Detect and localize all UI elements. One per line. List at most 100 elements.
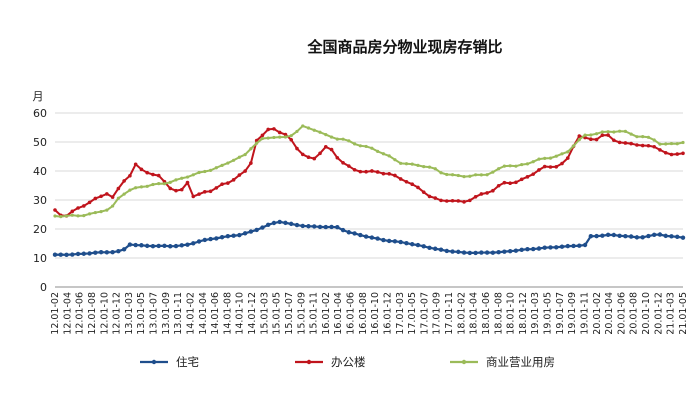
x-tick-label: 13.01-07 xyxy=(149,292,160,335)
data-point xyxy=(571,144,576,148)
data-point xyxy=(628,234,634,239)
data-point xyxy=(364,169,368,174)
data-point xyxy=(641,134,645,139)
data-point xyxy=(329,224,334,230)
data-point xyxy=(93,210,97,215)
x-tick-label: 17.01-09 xyxy=(432,292,443,335)
data-point xyxy=(306,224,311,229)
data-point xyxy=(156,173,161,178)
data-point xyxy=(82,204,86,208)
data-point xyxy=(473,173,478,177)
data-point xyxy=(277,219,282,225)
data-point xyxy=(513,248,519,253)
data-point xyxy=(559,244,565,249)
data-point xyxy=(398,239,403,245)
data-point xyxy=(376,149,380,153)
data-point xyxy=(294,222,300,228)
y-tick-label: 40 xyxy=(33,165,47,178)
data-point xyxy=(606,133,610,137)
data-point xyxy=(623,233,628,239)
data-point xyxy=(433,246,438,251)
data-point xyxy=(312,156,317,161)
data-point xyxy=(58,252,63,257)
data-point xyxy=(75,251,81,257)
y-axis-label: 月 xyxy=(33,90,44,103)
data-point xyxy=(387,154,391,158)
series-line xyxy=(54,220,684,256)
data-point xyxy=(260,136,265,141)
x-tick-label: 14.01-02 xyxy=(185,292,196,335)
data-point xyxy=(122,179,126,183)
data-point xyxy=(220,182,224,186)
data-point xyxy=(537,168,541,172)
data-point xyxy=(341,161,345,165)
data-point xyxy=(145,184,149,188)
data-point xyxy=(87,251,92,256)
data-point xyxy=(629,132,633,136)
data-point xyxy=(375,170,380,174)
x-tick-label: 16.01-02 xyxy=(321,292,332,335)
data-point xyxy=(98,250,104,255)
data-point xyxy=(422,165,426,169)
x-tick-label: 15.01-07 xyxy=(284,292,295,335)
data-point xyxy=(375,236,380,241)
data-point xyxy=(439,171,443,175)
data-point xyxy=(646,135,651,139)
data-point xyxy=(444,199,449,203)
data-point xyxy=(669,141,674,146)
data-point xyxy=(514,180,518,185)
data-point xyxy=(179,187,184,192)
data-point xyxy=(116,248,121,254)
x-tick-label: 12.01-12 xyxy=(112,292,123,335)
x-tick-label: 14.01-08 xyxy=(222,292,233,335)
data-point xyxy=(594,233,599,239)
data-point xyxy=(450,249,455,254)
data-point xyxy=(415,242,421,248)
data-point xyxy=(508,164,512,168)
data-point xyxy=(502,164,506,168)
data-point xyxy=(629,141,633,146)
data-point xyxy=(202,237,207,243)
x-tick-label: 20.01-10 xyxy=(641,292,652,335)
data-point xyxy=(468,198,472,203)
x-tick-label: 20.01-06 xyxy=(616,292,627,335)
data-point xyxy=(93,196,98,201)
data-point xyxy=(416,185,420,190)
data-point xyxy=(635,143,639,147)
x-tick-label: 14.01-12 xyxy=(247,292,258,335)
data-point xyxy=(352,231,357,236)
x-tick-label: 16.01-04 xyxy=(333,292,344,335)
data-point xyxy=(491,170,495,174)
data-point xyxy=(606,130,610,134)
x-tick-label: 18.01-06 xyxy=(481,292,492,335)
data-point xyxy=(156,243,161,249)
data-point xyxy=(243,152,247,157)
data-point xyxy=(387,172,391,176)
data-point xyxy=(243,169,247,173)
data-point xyxy=(663,150,668,155)
data-point xyxy=(427,194,432,199)
data-point xyxy=(139,185,144,189)
data-point xyxy=(323,145,328,149)
x-tick-label: 16.01-12 xyxy=(382,292,393,335)
y-tick-label: 50 xyxy=(33,136,47,149)
data-point xyxy=(404,162,409,166)
data-point xyxy=(438,247,444,252)
legend-label: 商业营业用房 xyxy=(486,355,555,369)
data-point xyxy=(600,130,604,134)
data-point xyxy=(197,170,201,175)
data-point xyxy=(272,127,276,131)
data-point xyxy=(635,135,639,139)
data-point xyxy=(254,227,259,233)
data-point xyxy=(329,147,334,152)
data-point xyxy=(64,214,69,218)
data-point xyxy=(484,250,490,255)
data-point xyxy=(191,241,196,246)
data-point xyxy=(179,243,184,248)
data-point xyxy=(623,141,628,145)
data-point xyxy=(525,175,530,179)
data-point xyxy=(157,182,161,186)
x-tick-label: 17.01-05 xyxy=(407,292,418,335)
data-point xyxy=(358,144,362,148)
